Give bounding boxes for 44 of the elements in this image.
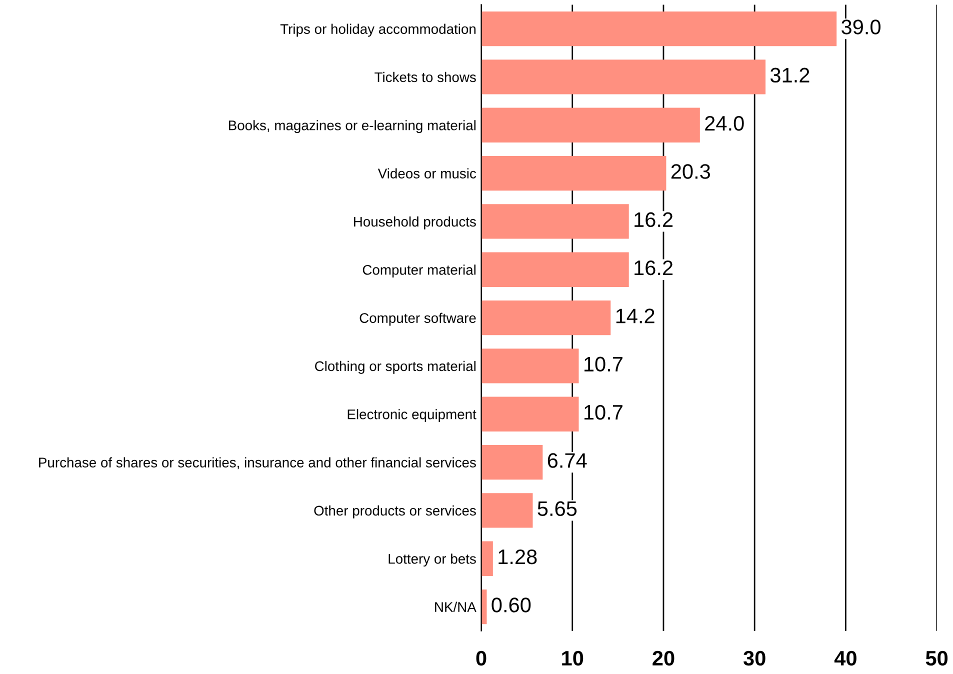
bar (481, 493, 533, 528)
y-tick-label: Trips or holiday accommodation (280, 24, 476, 37)
y-tick-label: Purchase of shares or securities, insurance and other financial services (39, 457, 476, 470)
y-tick-label: Other products or services (314, 505, 476, 518)
bar (481, 396, 579, 432)
y-tick-label: Videos or music (378, 168, 476, 178)
y-tick-label: Computer material (362, 264, 476, 278)
data-label: 10.7 (584, 356, 622, 372)
y-tick-label: Lottery or bets (388, 554, 476, 567)
x-tick-label: 50 (926, 650, 948, 666)
data-label: 16.2 (634, 260, 673, 276)
x-tick-label: 10 (562, 650, 584, 666)
x-tick-label: 40 (834, 650, 856, 666)
y-tick-label: Computer software (360, 312, 476, 326)
data-label: 20.3 (671, 164, 710, 179)
y-tick-label: NK/NA (435, 602, 476, 612)
y-tick-label: Tickets to shows (374, 72, 476, 82)
bar (481, 444, 543, 480)
data-label: 24.0 (705, 116, 744, 131)
data-label: 5.65 (538, 501, 577, 516)
bar (481, 108, 700, 142)
x-tick-label: 0 (476, 650, 486, 666)
bar (481, 60, 766, 94)
data-label: 31.2 (770, 68, 810, 83)
y-tick-label: Clothing or sports material (315, 360, 476, 374)
bar (481, 300, 611, 336)
y-tick-label: Books, magazines or e-learning material (228, 120, 476, 134)
bar (481, 541, 493, 576)
data-label: 1.28 (498, 549, 537, 564)
y-tick-label: Household products (354, 216, 476, 230)
data-label: 0.60 (492, 598, 531, 612)
bar (481, 11, 837, 46)
bar (481, 252, 629, 287)
y-tick-label: Electronic equipment (348, 409, 476, 422)
bar (481, 348, 579, 384)
data-label: 16.2 (634, 212, 673, 228)
data-label: 39.0 (842, 20, 880, 34)
data-label: 6.74 (548, 453, 587, 468)
bar (481, 156, 666, 191)
data-label: 14.2 (616, 308, 654, 324)
bar (481, 204, 629, 239)
x-tick-label: 20 (652, 650, 674, 666)
x-tick-label: 30 (743, 650, 766, 666)
data-label: 10.7 (584, 404, 622, 420)
